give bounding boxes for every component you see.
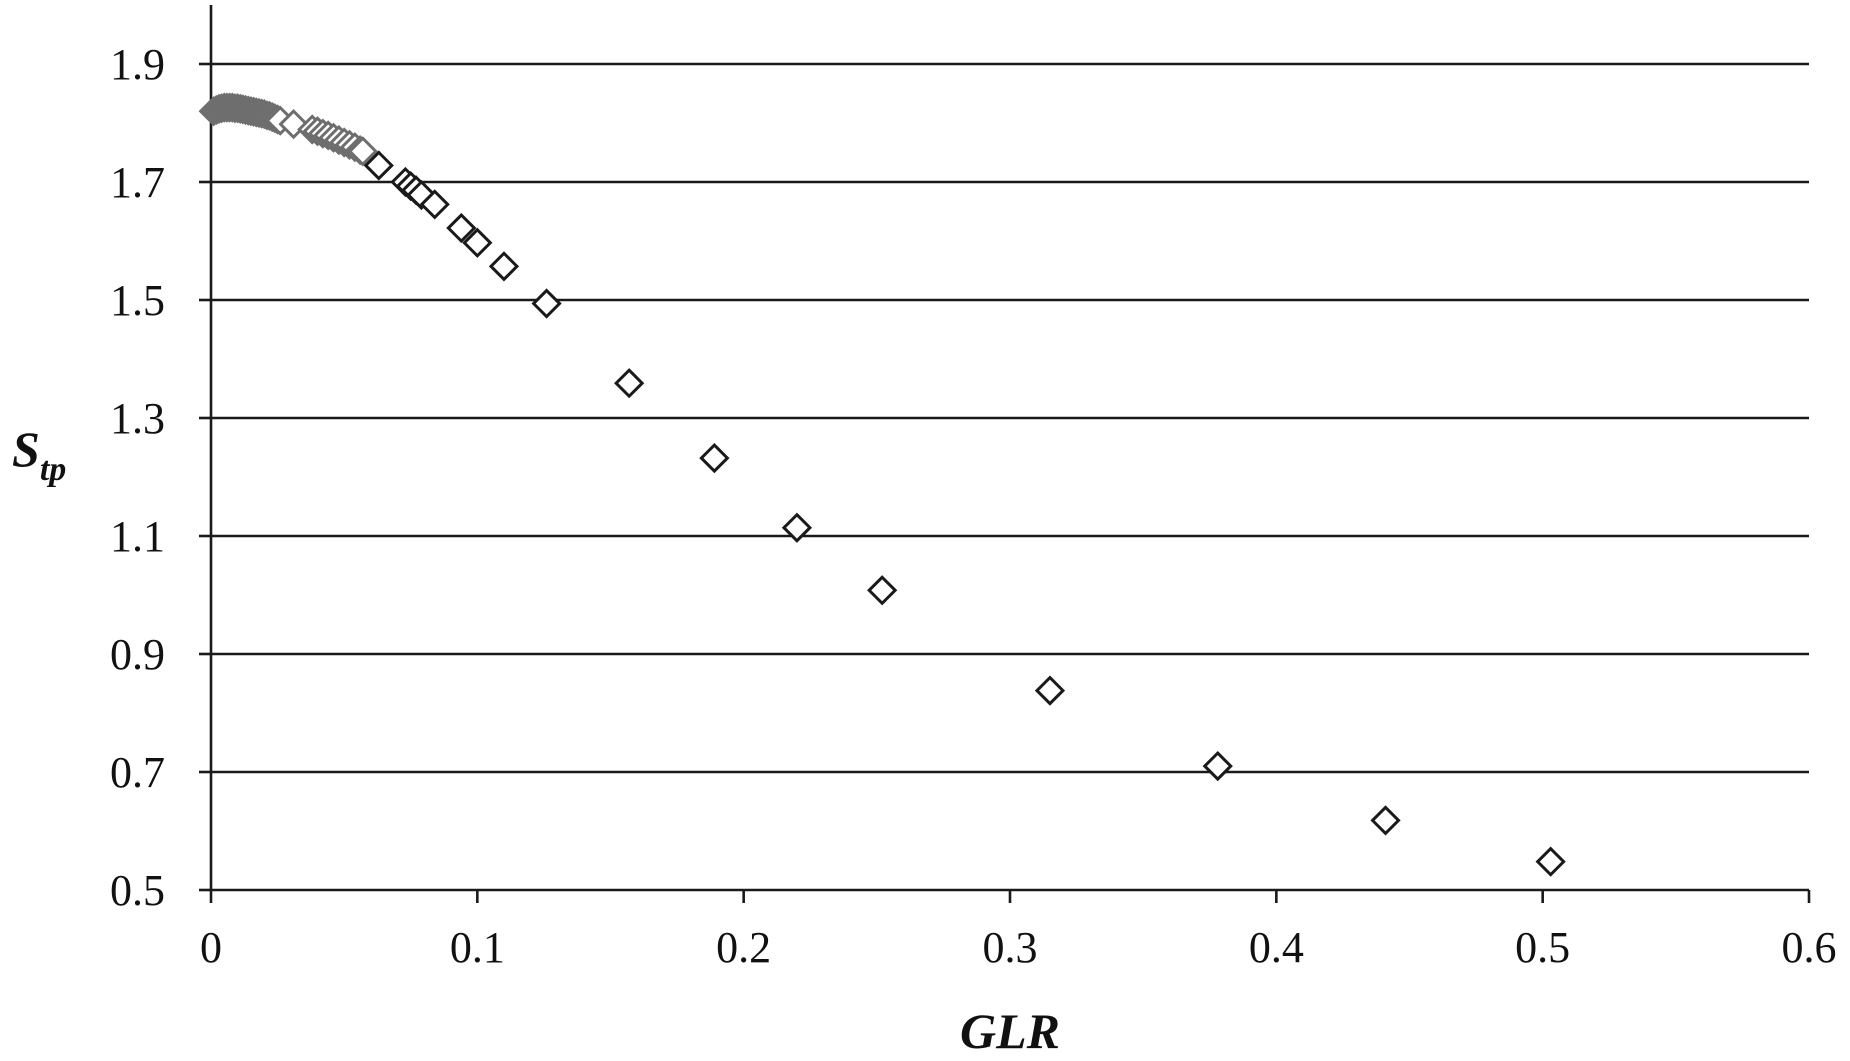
- y-tick-label: 0.9: [110, 630, 165, 679]
- data-point: [419, 189, 450, 220]
- data-point: [488, 251, 520, 282]
- x-tick-label: 0.1: [450, 923, 505, 972]
- data-point: [363, 150, 394, 181]
- y-tick-label: 1.3: [110, 394, 165, 443]
- y-tick-label: 1.7: [110, 158, 165, 207]
- data-point: [446, 212, 477, 244]
- y-tick-label: 0.7: [110, 748, 165, 797]
- y-tick-label: 0.5: [110, 866, 165, 915]
- x-tick-label: 0.3: [983, 923, 1038, 972]
- x-tick-label: 0.6: [1782, 923, 1837, 972]
- axes: [209, 5, 1809, 892]
- gridlines: [211, 62, 1809, 774]
- y-axis-title-subscript: tp: [40, 451, 66, 488]
- data-point: [1370, 805, 1401, 836]
- data-point: [462, 227, 493, 258]
- data-point: [1535, 846, 1566, 877]
- y-tick-label: 1.1: [110, 512, 165, 561]
- y-tick-label: 1.5: [110, 276, 165, 325]
- x-tick-label: 0.4: [1249, 923, 1304, 972]
- y-axis-title: Stp: [12, 421, 66, 488]
- data-point: [1034, 675, 1066, 706]
- y-tick-label: 1.9: [110, 40, 165, 89]
- data-point: [867, 575, 898, 606]
- x-tick-label: 0: [200, 923, 222, 972]
- data-point: [1202, 750, 1233, 782]
- x-tick-label: 0.2: [716, 923, 771, 972]
- y-axis-title-main: S: [12, 421, 40, 477]
- x-axis-title: GLR: [960, 1003, 1060, 1059]
- y-axis-ticks: 0.5 0.7 0.9 1.1 1.3 1.5 1.7 1.9: [110, 40, 211, 915]
- data-point: [614, 368, 645, 399]
- x-tick-label: 0.5: [1515, 923, 1570, 972]
- data-point: [347, 136, 378, 167]
- data-point: [781, 512, 813, 543]
- data-points: [198, 92, 1566, 877]
- x-axis-ticks: 0 0.1 0.2 0.3 0.4 0.5 0.6: [200, 890, 1837, 972]
- data-point: [531, 288, 562, 319]
- data-point: [699, 442, 730, 474]
